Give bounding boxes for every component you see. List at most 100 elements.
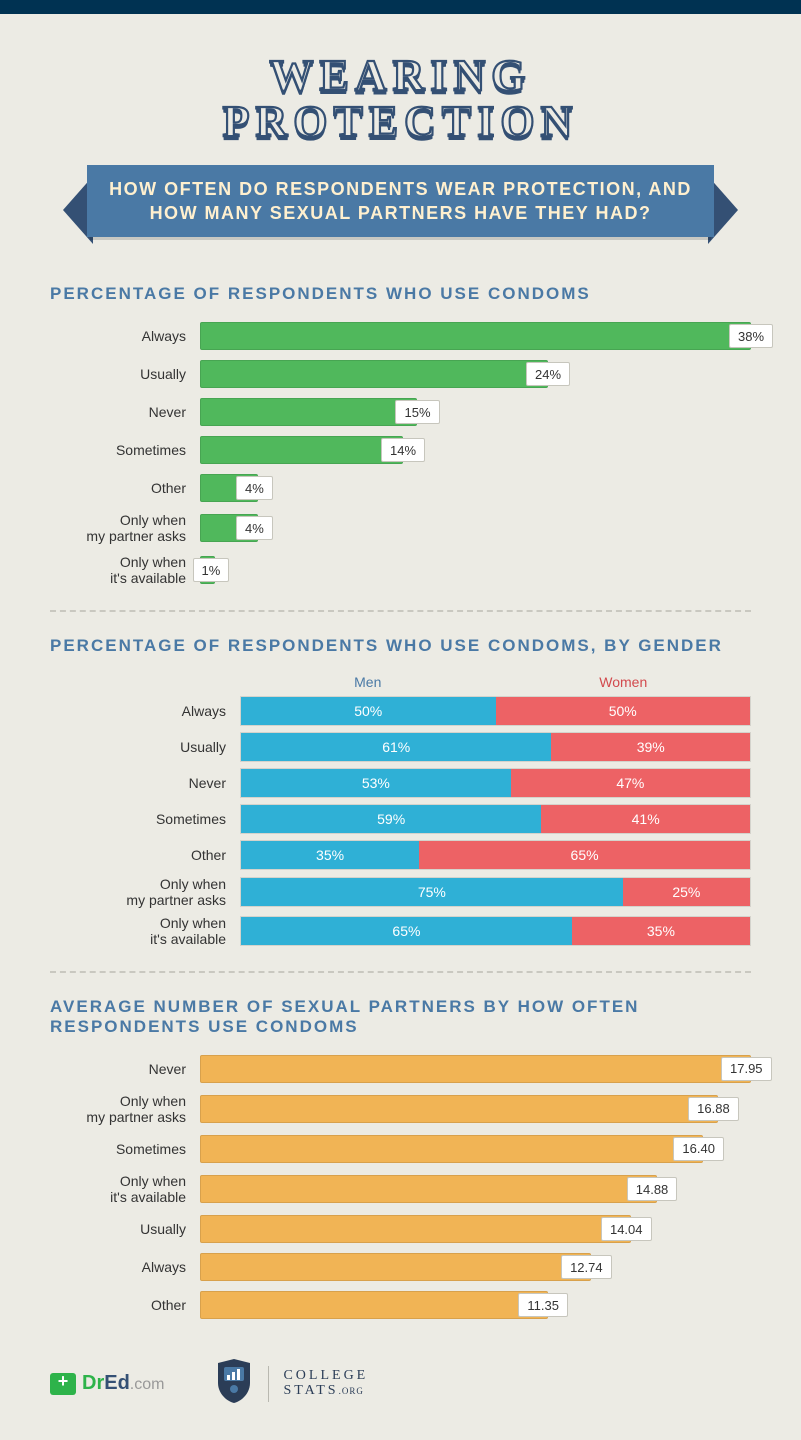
dred-ed: Ed (104, 1372, 130, 1394)
footer: DrEd.com COLLEGE STATS.ORG (50, 1347, 751, 1410)
subtitle-line1: HOW OFTEN DO RESPONDENTS WEAR PROTECTION… (109, 177, 692, 201)
chart1-track: 4% (200, 514, 751, 542)
chart3-label: Always (50, 1259, 200, 1275)
chart1-row: Other4% (50, 474, 751, 502)
chart1-value-badge: 1% (193, 558, 230, 582)
chart1-label: Usually (50, 366, 200, 382)
chart2-row: Always50%50% (50, 696, 751, 726)
chart1-row: Always38% (50, 322, 751, 350)
chart2-women-segment: 65% (419, 841, 750, 869)
divider-2 (50, 971, 751, 973)
chart2-men-segment: 35% (241, 841, 419, 869)
chart1-value-badge: 24% (526, 362, 570, 386)
chart2-row: Sometimes59%41% (50, 804, 751, 834)
chart3-track: 12.74 (200, 1253, 751, 1281)
chart1-row: Only whenmy partner asks4% (50, 512, 751, 544)
chart3-value-badge: 16.40 (673, 1137, 724, 1161)
chart3-label: Other (50, 1297, 200, 1313)
divider-1 (50, 610, 751, 612)
chart2-label: Other (50, 847, 240, 863)
chart3-row: Only whenit's available14.88 (50, 1173, 751, 1205)
chart2-label: Only whenmy partner asks (50, 876, 240, 908)
chart2-women-segment: 47% (511, 769, 750, 797)
chart3-track: 11.35 (200, 1291, 751, 1319)
chart1-label: Only whenit's available (50, 554, 200, 586)
chart2-women-segment: 39% (551, 733, 750, 761)
chart2-bar: 35%65% (240, 840, 751, 870)
chart2-men-segment: 59% (241, 805, 541, 833)
chart2-bar: 53%47% (240, 768, 751, 798)
chart2-women-segment: 25% (623, 878, 750, 906)
chart1-track: 38% (200, 322, 751, 350)
chart3-value-badge: 17.95 (721, 1057, 772, 1081)
subtitle-ribbon: HOW OFTEN DO RESPONDENTS WEAR PROTECTION… (40, 158, 761, 244)
chart2-row: Usually61%39% (50, 732, 751, 762)
chart1-bar (200, 398, 417, 426)
chart2-women-segment: 35% (572, 917, 750, 945)
chart3-bar (200, 1253, 591, 1281)
chart3-label: Never (50, 1061, 200, 1077)
title-line2: PROTECTION (50, 100, 751, 144)
chart3-value-badge: 16.88 (688, 1097, 739, 1121)
chart1-track: 15% (200, 398, 751, 426)
chart3-track: 16.88 (200, 1095, 751, 1123)
dred-plus-icon (50, 1373, 76, 1395)
chart1-value-badge: 4% (236, 516, 273, 540)
chart2-men-segment: 61% (241, 733, 551, 761)
footer-divider (268, 1366, 269, 1402)
chart2-label: Sometimes (50, 811, 240, 827)
chart2-row: Other35%65% (50, 840, 751, 870)
legend-men: Men (240, 674, 496, 690)
chart1-title: PERCENTAGE OF RESPONDENTS WHO USE CONDOM… (50, 284, 751, 304)
page-content: WEARING PROTECTION HOW OFTEN DO RESPONDE… (0, 14, 801, 1440)
chart2-bar: 59%41% (240, 804, 751, 834)
chart1-row: Usually 24% (50, 360, 751, 388)
cs-line1: COLLEGE (283, 1369, 368, 1384)
chart1-value-badge: 14% (381, 438, 425, 462)
chart1-value-badge: 38% (729, 324, 773, 348)
chart1: Always38%Usually24%Never15%Sometimes14%O… (50, 322, 751, 586)
chart3-row: Only whenmy partner asks16.88 (50, 1093, 751, 1125)
chart2-women-segment: 41% (541, 805, 750, 833)
chart3-row: Usually 14.04 (50, 1215, 751, 1243)
main-title: WEARING PROTECTION (50, 54, 751, 144)
chart3-label: Sometimes (50, 1141, 200, 1157)
chart2-bar: 50%50% (240, 696, 751, 726)
chart3-bar (200, 1095, 718, 1123)
chart2-women-segment: 50% (496, 697, 751, 725)
chart1-label: Sometimes (50, 442, 200, 458)
collegestats-text: COLLEGE STATS.ORG (283, 1369, 368, 1398)
cs-org: .ORG (339, 1386, 364, 1396)
chart3-title: AVERAGE NUMBER OF SEXUAL PARTNERS BY HOW… (50, 997, 751, 1037)
chart2-title: PERCENTAGE OF RESPONDENTS WHO USE CONDOM… (50, 636, 751, 656)
top-bar (0, 0, 801, 14)
chart2-label: Never (50, 775, 240, 791)
chart1-label: Always (50, 328, 200, 344)
chart2-row: Only whenmy partner asks75%25% (50, 876, 751, 908)
chart3-bar (200, 1175, 657, 1203)
dred-dr: Dr (82, 1372, 104, 1394)
chart3-label: Usually (50, 1221, 200, 1237)
subtitle-line2: HOW MANY SEXUAL PARTNERS HAVE THEY HAD? (109, 201, 692, 225)
chart3-row: Sometimes 16.40 (50, 1135, 751, 1163)
chart2-men-segment: 50% (241, 697, 496, 725)
chart3-bar (200, 1215, 631, 1243)
chart1-row: Only whenit's available1% (50, 554, 751, 586)
title-line1: WEARING (269, 51, 531, 100)
chart3-value-badge: 14.04 (601, 1217, 652, 1241)
chart1-label: Never (50, 404, 200, 420)
chart2-label: Usually (50, 739, 240, 755)
chart3-track: 14.88 (200, 1175, 751, 1203)
chart2-bar: 65%35% (240, 916, 751, 946)
chart2-men-segment: 65% (241, 917, 572, 945)
logo-dred: DrEd.com (50, 1372, 164, 1395)
chart3-value-badge: 14.88 (627, 1177, 678, 1201)
chart1-value-badge: 15% (395, 400, 439, 424)
legend-women: Women (496, 674, 752, 690)
logo-collegestats: COLLEGE STATS.ORG (214, 1357, 368, 1410)
chart2-label: Always (50, 703, 240, 719)
chart1-bar (200, 322, 751, 350)
chart2-row: Only whenit's available65%35% (50, 915, 751, 947)
chart2-row: Never53%47% (50, 768, 751, 798)
chart1-row: Never 15% (50, 398, 751, 426)
